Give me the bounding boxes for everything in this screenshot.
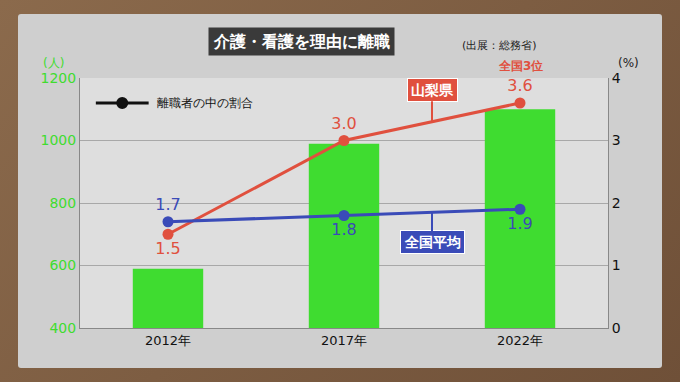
svg-text:1200: 1200: [41, 70, 77, 86]
svg-text:(出展：総務省): (出展：総務省): [462, 39, 537, 52]
svg-text:2: 2: [612, 195, 621, 211]
svg-text:全国平均: 全国平均: [404, 234, 461, 250]
svg-text:離職者の中の割合: 離職者の中の割合: [157, 96, 253, 110]
svg-text:(%): (%): [618, 56, 639, 70]
svg-text:1000: 1000: [41, 132, 77, 148]
svg-text:1.5: 1.5: [155, 239, 180, 258]
svg-text:400: 400: [49, 320, 76, 336]
svg-text:介護・看護を理由に離職: 介護・看護を理由に離職: [213, 32, 390, 51]
svg-text:1.9: 1.9: [507, 214, 532, 233]
svg-text:2012年: 2012年: [145, 333, 191, 348]
svg-text:1: 1: [612, 257, 621, 273]
svg-text:山梨県: 山梨県: [411, 82, 454, 98]
svg-text:1.7: 1.7: [155, 195, 180, 214]
svg-text:3.0: 3.0: [331, 114, 356, 133]
svg-text:全国3位: 全国3位: [498, 59, 543, 73]
svg-text:2022年: 2022年: [497, 333, 543, 348]
svg-text:800: 800: [49, 195, 76, 211]
svg-text:3.6: 3.6: [507, 76, 532, 95]
svg-text:0: 0: [612, 320, 621, 336]
svg-text:(人): (人): [43, 56, 64, 70]
svg-text:4: 4: [612, 70, 621, 86]
svg-text:2017年: 2017年: [321, 333, 367, 348]
svg-text:600: 600: [49, 257, 76, 273]
svg-text:1.8: 1.8: [331, 220, 356, 239]
svg-text:3: 3: [612, 132, 621, 148]
